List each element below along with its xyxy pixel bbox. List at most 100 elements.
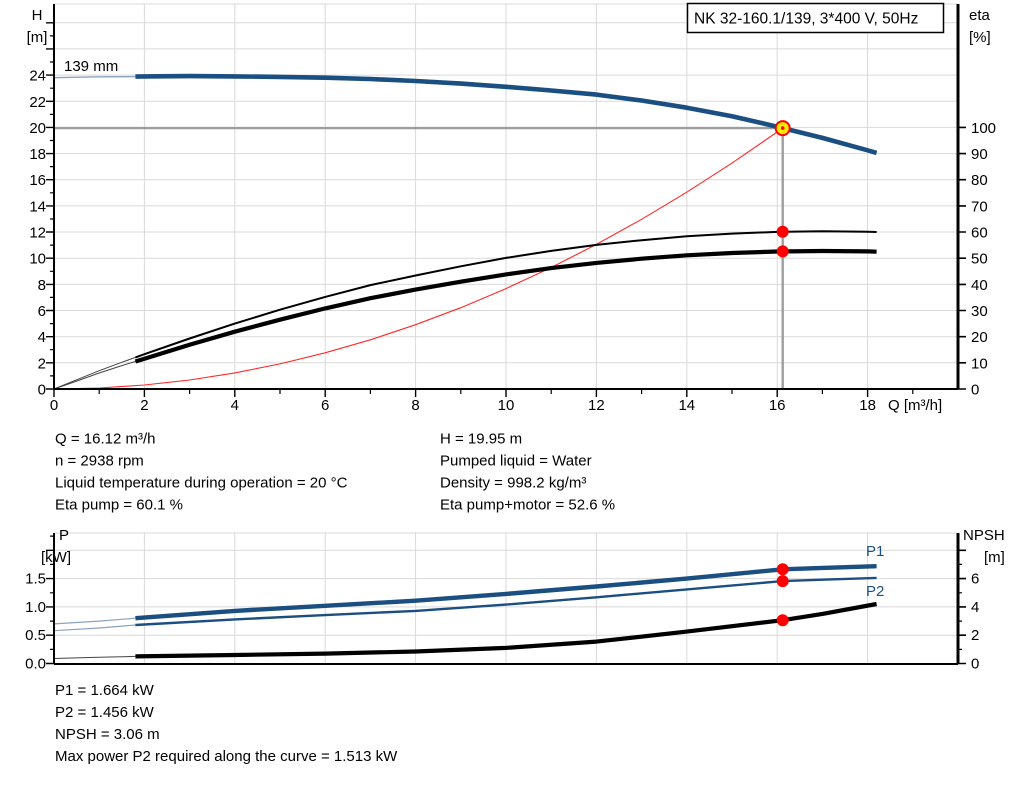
npsh-axis-title: NPSH <box>963 527 1005 544</box>
tick-label: 4 <box>971 599 979 616</box>
npsh-curve-lowflow <box>53 655 136 659</box>
eta-pump-motor-marker <box>776 245 789 258</box>
h-axis-unit: [m] <box>27 29 48 46</box>
tick-label: 10 <box>971 355 988 372</box>
bottom-grid-horizontal <box>54 532 958 636</box>
tick-label: 0 <box>971 656 979 673</box>
tick-label: 1.0 <box>25 599 46 616</box>
tick-label: 30 <box>971 303 988 320</box>
duty-crosshair <box>54 126 784 389</box>
info-line: Eta pump+motor = 52.6 % <box>440 497 615 514</box>
pump-title: NK 32-160.1/139, 3*400 V, 50Hz <box>694 11 918 28</box>
tick-label: 2 <box>38 355 46 372</box>
tick-label: 60 <box>971 225 988 242</box>
tick-label: 20 <box>971 329 988 346</box>
p2-marker <box>776 575 789 588</box>
tick-label: 0 <box>50 397 58 414</box>
title-box <box>686 2 945 34</box>
bottom-chart: 0.0 0.5 1.0 1.5 0 2 4 6 P [kW] NPSH [m] … <box>25 527 1005 673</box>
tick-label: 6 <box>321 397 329 414</box>
p2-curve <box>135 576 877 627</box>
tick-label: 2 <box>971 627 979 644</box>
tick-label: 10 <box>29 251 46 268</box>
tick-label: 20 <box>29 120 46 137</box>
tick-label: 12 <box>29 225 46 242</box>
bottom-npsh-major-ticks <box>958 549 966 665</box>
info-line: Liquid temperature during operation = 20… <box>55 475 348 492</box>
info-line: Density = 998.2 kg/m³ <box>440 475 586 492</box>
info-line: n = 2938 rpm <box>55 453 144 470</box>
tick-label: 18 <box>859 397 876 414</box>
eta-axis-unit: [%] <box>969 29 991 46</box>
top-chart: 0 2 4 6 8 10 12 14 16 18 20 22 24 0 10 2… <box>27 2 996 414</box>
tick-label: 14 <box>29 198 46 215</box>
npsh-axis-unit: [m] <box>984 549 1005 566</box>
tick-label: 0 <box>971 382 979 399</box>
tick-label: 0.0 <box>25 656 46 673</box>
tick-label: 0 <box>38 382 46 399</box>
tick-label: 40 <box>971 277 988 294</box>
bottom-p-minor-ticks <box>50 535 54 650</box>
q-axis-title: Q [m³/h] <box>888 397 942 414</box>
eta-pump-curve-lowflow <box>53 356 136 390</box>
result-line: P2 = 1.456 kW <box>55 704 155 721</box>
result-line: NPSH = 3.06 m <box>55 726 160 743</box>
tick-label: 14 <box>678 397 695 414</box>
duty-info-block: Q = 16.12 m³/h n = 2938 rpm Liquid tempe… <box>55 431 615 514</box>
npsh-marker <box>776 614 789 627</box>
tick-label: 8 <box>38 277 46 294</box>
bottom-p-major-ticks <box>46 549 54 665</box>
tick-label: 2 <box>140 397 148 414</box>
tick-label: 6 <box>971 571 979 588</box>
head-curve-lowflow <box>53 75 136 79</box>
tick-label: 100 <box>971 120 996 137</box>
info-line: H = 19.95 m <box>440 431 522 448</box>
tick-label: 12 <box>588 397 605 414</box>
duty-point-marker[interactable] <box>774 120 791 137</box>
tick-label: 90 <box>971 146 988 163</box>
tick-label: 0.5 <box>25 627 46 644</box>
top-grid-vertical <box>143 4 869 389</box>
top-h-minor-ticks <box>50 35 54 377</box>
p1-curve-lowflow <box>53 617 136 625</box>
top-q-major-ticks <box>53 389 869 397</box>
eta-axis-title: eta <box>969 7 991 24</box>
tick-label: 80 <box>971 172 988 189</box>
p-axis-title: P <box>59 527 69 544</box>
bottom-npsh-minor-ticks <box>958 563 962 650</box>
tick-label: 24 <box>29 68 46 85</box>
tick-label: 6 <box>38 303 46 320</box>
impeller-diameter-label: 139 mm <box>64 58 118 75</box>
tick-label: 18 <box>29 146 46 163</box>
top-q-minor-ticks <box>98 389 914 394</box>
tick-label: 50 <box>971 251 988 268</box>
result-line: Max power P2 required along the curve = … <box>55 748 398 765</box>
result-line: P1 = 1.664 kW <box>55 682 155 699</box>
tick-label: 70 <box>971 198 988 215</box>
system-curve <box>53 127 784 390</box>
eta-pump-motor-curve-lowflow <box>53 361 136 390</box>
tick-label: 16 <box>769 397 786 414</box>
tick-label: 16 <box>29 172 46 189</box>
eta-pump-marker <box>776 225 789 238</box>
info-line: Pumped liquid = Water <box>440 453 592 470</box>
p1-curve <box>135 564 877 621</box>
p1-curve-label: P1 <box>866 543 884 560</box>
result-block: P1 = 1.664 kW P2 = 1.456 kW NPSH = 3.06 … <box>55 682 398 765</box>
p-axis-unit: [kW] <box>41 549 71 566</box>
p2-curve-label: P2 <box>866 583 884 600</box>
tick-label: 4 <box>38 329 46 346</box>
tick-label: 10 <box>498 397 515 414</box>
top-eta-ticks <box>958 126 966 390</box>
p1-marker <box>776 563 789 576</box>
info-line: Q = 16.12 m³/h <box>55 431 155 448</box>
bottom-grid-vertical <box>143 533 869 664</box>
tick-label: 8 <box>411 397 419 414</box>
tick-label: 1.5 <box>25 571 46 588</box>
npsh-curve <box>135 601 877 659</box>
info-line: Eta pump = 60.1 % <box>55 497 183 514</box>
h-axis-title: H <box>32 7 43 24</box>
tick-label: 22 <box>29 94 46 111</box>
